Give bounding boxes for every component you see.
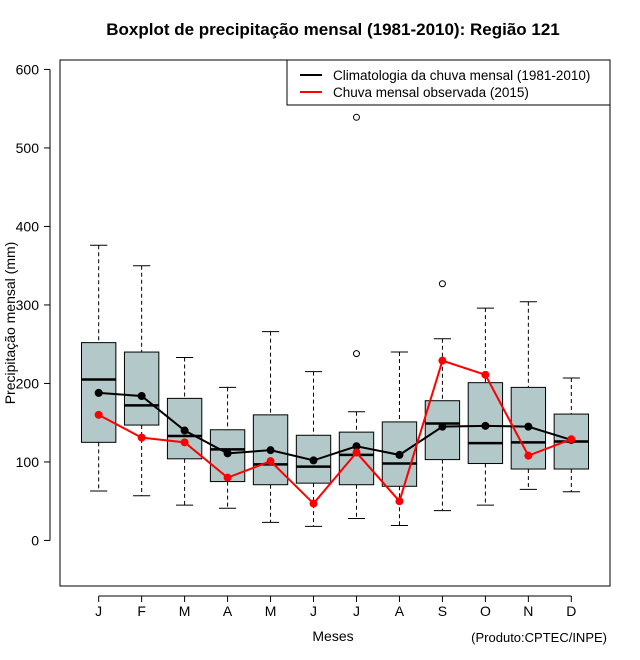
series-point-observada	[438, 356, 447, 365]
series-point-observada	[524, 451, 533, 460]
series-point-climatologia	[137, 392, 146, 401]
x-tick-label: J	[310, 603, 317, 619]
series-point-observada	[94, 410, 103, 419]
series-point-climatologia	[438, 422, 447, 431]
y-tick-label: 300	[16, 297, 40, 313]
series-point-observada	[567, 435, 576, 444]
box	[123, 351, 160, 426]
series-point-observada	[481, 370, 490, 379]
credit-text: (Produto:CPTEC/INPE)	[471, 630, 607, 645]
legend-label-observada: Chuva mensal observada (2015)	[333, 85, 529, 100]
series-point-observada	[137, 433, 146, 442]
legend-label-climatologia: Climatologia da chuva mensal (1981-2010)	[333, 68, 590, 83]
box	[166, 397, 203, 460]
legend-box	[286, 59, 611, 106]
series-point-climatologia	[524, 422, 533, 431]
series-point-climatologia	[94, 388, 103, 397]
series-point-climatologia	[309, 456, 318, 465]
series-line-climatologia	[98, 391, 572, 462]
series-point-climatologia	[395, 450, 404, 459]
outlier-point	[438, 280, 446, 288]
y-tick-label: 100	[16, 454, 40, 470]
box	[424, 400, 461, 461]
series-point-climatologia	[481, 421, 490, 430]
y-tick-label: 0	[31, 532, 39, 548]
x-tick-label: S	[438, 603, 447, 619]
x-tick-label: J	[353, 603, 360, 619]
y-tick-label: 200	[16, 375, 40, 391]
chart-title: Boxplot de precipitação mensal (1981-201…	[106, 20, 560, 39]
x-axis-label: Meses	[312, 628, 353, 644]
series-point-observada	[352, 448, 361, 457]
series-point-observada	[266, 457, 275, 466]
plot-frame	[59, 59, 611, 587]
series-line-observada	[98, 359, 572, 506]
outlier-point	[352, 113, 360, 121]
y-tick-label: 400	[16, 218, 40, 234]
series-point-climatologia	[266, 446, 275, 455]
x-tick-label: A	[395, 603, 405, 619]
x-tick-label: N	[523, 603, 533, 619]
outlier-point	[352, 350, 360, 358]
x-tick-label: M	[179, 603, 191, 619]
series-point-climatologia	[352, 442, 361, 451]
series-point-observada	[180, 438, 189, 447]
x-tick-label: D	[566, 603, 576, 619]
y-axis-label: Precipitação mensal (mm)	[2, 242, 18, 405]
x-tick-label: O	[480, 603, 491, 619]
series-point-observada	[309, 499, 318, 508]
plot-layer: 0 100 200 300 400 500 600 J F M A M J J A S O N D	[16, 61, 590, 619]
x-tick-label: M	[265, 603, 277, 619]
series-point-observada	[223, 473, 232, 482]
series-point-climatologia	[223, 449, 232, 458]
x-tick-label: A	[223, 603, 233, 619]
box	[338, 431, 375, 486]
y-tick-label: 500	[16, 140, 40, 156]
x-tick-label: J	[95, 603, 102, 619]
legend: Climatologia da chuva mensal (1981-2010)…	[286, 59, 611, 106]
series-point-observada	[395, 497, 404, 506]
series-point-climatologia	[180, 426, 189, 435]
y-tick-label: 600	[16, 61, 40, 77]
x-tick-label: F	[137, 603, 146, 619]
